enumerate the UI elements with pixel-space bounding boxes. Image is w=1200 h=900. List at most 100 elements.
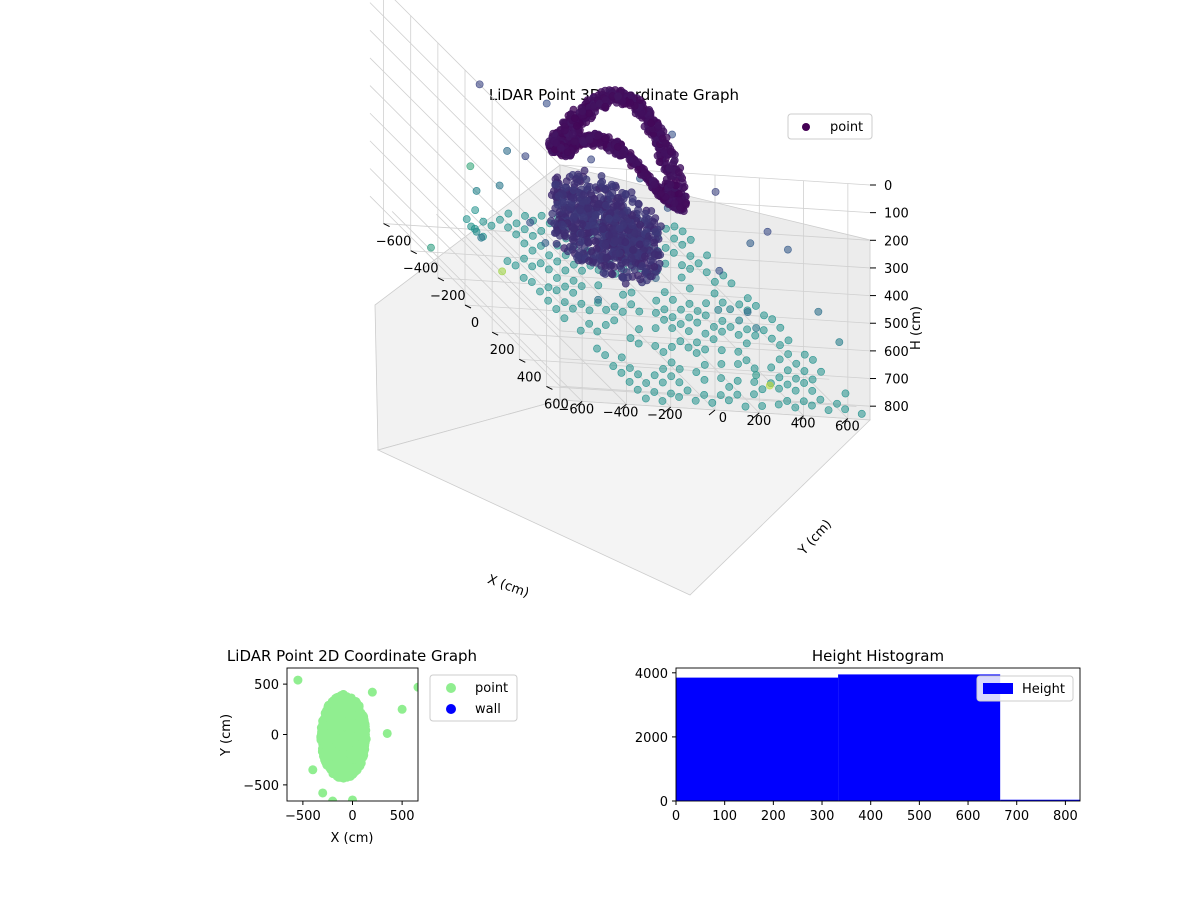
point-2d	[347, 746, 357, 756]
point-3d-floor	[585, 319, 594, 328]
point-3d-disc	[610, 262, 619, 271]
point-3d-floor	[686, 264, 695, 273]
point-3d-ring	[605, 146, 614, 155]
point-3d-floor	[676, 320, 685, 328]
x-tick-label-3d: −200	[430, 289, 466, 304]
gridline-left-h	[369, 2, 561, 193]
point-3d-disc	[618, 210, 627, 218]
point-3d-ring	[670, 199, 679, 208]
point-3d-disc	[578, 220, 587, 228]
point-2d-outlier	[328, 796, 338, 801]
point-3d-floor	[733, 376, 742, 385]
point-3d-disc	[636, 240, 644, 249]
x-tick-label-histogram: 800	[1053, 809, 1078, 824]
point-3d-disc	[619, 274, 628, 282]
point-3d-ring	[556, 144, 565, 152]
point-3d-floor	[651, 342, 660, 350]
point-3d-disc	[591, 237, 600, 246]
point-3d-floor	[667, 389, 675, 398]
point-3d-floor	[718, 298, 727, 307]
point-3d-floor	[568, 304, 577, 313]
point-3d-disc	[650, 262, 659, 271]
point-3d-outlier	[477, 233, 486, 242]
point-3d-floor	[593, 344, 601, 353]
y-tick-3d	[620, 403, 627, 410]
gridline-left-h	[394, 0, 561, 166]
y-tick-3d	[752, 412, 760, 419]
y-tick-3d	[708, 409, 716, 416]
plot-2d-title: LiDAR Point 2D Coordinate Graph	[227, 647, 477, 665]
point-3d-floor	[709, 322, 718, 331]
point-3d-disc	[585, 257, 593, 265]
z-tick-label-3d: 500	[884, 317, 909, 332]
histogram-bar	[1000, 799, 1080, 801]
point-3d-floor	[758, 385, 767, 394]
point-3d-disc	[641, 267, 650, 276]
point-3d-floor	[774, 400, 783, 409]
point-3d-disc	[646, 272, 655, 281]
point-3d-floor	[496, 215, 504, 224]
point-3d-floor	[520, 254, 528, 263]
point-3d-floor	[521, 211, 529, 220]
point-3d-floor	[694, 259, 703, 268]
point-3d-disc	[548, 209, 557, 218]
point-3d-floor	[610, 316, 619, 325]
point-3d-floor	[544, 283, 553, 292]
y-tick-label-histogram: 2000	[635, 731, 668, 746]
point-3d-floor	[734, 331, 743, 339]
point-3d-disc	[641, 209, 649, 218]
point-3d-floor	[635, 325, 643, 334]
point-3d-ring	[650, 180, 659, 189]
point-3d-disc	[592, 203, 601, 212]
point-3d-floor	[678, 227, 687, 236]
point-3d-disc	[566, 242, 574, 251]
point-3d-outlier	[752, 324, 761, 332]
point-3d-floor	[775, 355, 784, 364]
point-3d-floor	[659, 365, 668, 373]
histogram-ticks: 0 100 200 300 400 500 600 700 800 0 2000 4000	[635, 667, 1078, 824]
point-3d-disc	[628, 211, 636, 220]
y-tick-3d	[797, 415, 804, 422]
point-3d-floor	[634, 370, 642, 379]
point-3d-disc	[583, 204, 592, 213]
point-3d-outlier	[711, 187, 720, 196]
point-2d	[328, 766, 338, 776]
point-3d-floor	[776, 323, 785, 332]
point-3d-disc	[636, 275, 645, 284]
legend-histogram-frame	[976, 675, 1074, 702]
point-3d-outlier	[526, 218, 535, 227]
point-3d-floor	[742, 356, 751, 365]
point-3d-floor	[553, 274, 561, 282]
point-3d-floor	[685, 299, 694, 308]
point-3d-ring	[570, 137, 579, 146]
point-3d-floor	[528, 262, 537, 271]
point-3d-floor	[751, 331, 760, 340]
y-tick-label-3d: 600	[835, 420, 860, 435]
point-3d-ring	[665, 164, 674, 172]
y-tick-label-histogram: 4000	[635, 667, 668, 682]
point-3d-floor	[685, 313, 694, 322]
point-3d-floor	[683, 386, 692, 395]
point-2d	[350, 754, 360, 764]
point-3d-floor	[735, 300, 744, 309]
z-tick-label-3d: 300	[884, 262, 909, 277]
point-3d-floor	[668, 295, 677, 304]
point-3d-floor	[667, 358, 676, 367]
point-3d-floor	[717, 374, 725, 383]
point-3d-floor	[816, 395, 825, 404]
z-tick-label-3d: 800	[884, 400, 909, 415]
point-3d-floor	[799, 397, 808, 406]
point-3d-floor	[708, 398, 717, 407]
point-3d-floor	[750, 364, 759, 373]
point-3d-floor	[776, 341, 784, 349]
legend-2d: point wall	[429, 674, 518, 722]
point-2d	[338, 748, 348, 758]
legend-3d: point	[787, 113, 873, 140]
point-3d-floor	[659, 348, 668, 356]
point-3d-disc	[628, 221, 636, 230]
point-3d-floor	[552, 305, 561, 313]
point-3d-floor	[619, 290, 627, 299]
z-tick-label-3d: 200	[884, 234, 909, 249]
point-3d-floor	[685, 284, 694, 293]
point-3d-floor	[693, 307, 702, 315]
